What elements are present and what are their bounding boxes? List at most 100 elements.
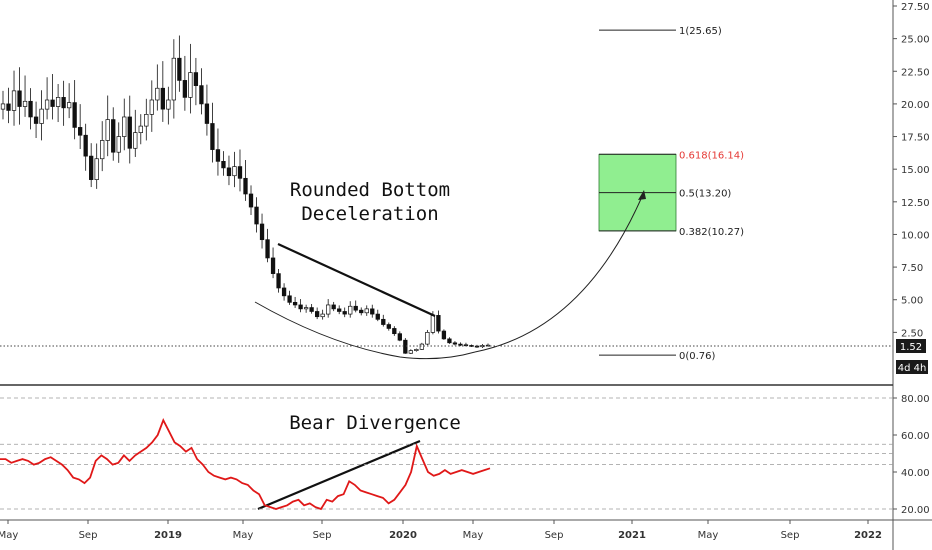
time-axis: May Sep 2019 May Sep 2020 May Sep 2021 May Sep 2022: [0, 520, 882, 541]
candle-body: [127, 116, 132, 149]
price-axis: 27.50 25.00 22.50 20.00 17.50 15.00 12.50 10.00…: [893, 2, 930, 339]
candle-body: [155, 87, 160, 101]
candle-body: [61, 97, 66, 109]
time-tick-label: 2020: [389, 530, 417, 541]
time-tick-label: May: [233, 530, 254, 541]
time-tick-label: Sep: [313, 530, 332, 541]
candle-body: [287, 295, 292, 303]
candle-body: [182, 80, 188, 98]
candle-body: [353, 305, 358, 311]
candle-body: [171, 57, 177, 101]
candle-body: [221, 160, 226, 169]
candle-body: [386, 324, 391, 329]
price-tag-box: [896, 339, 926, 353]
candle-body: [72, 102, 77, 128]
fib-label: 0.382(10.27): [679, 227, 744, 238]
candle-body: [210, 123, 215, 150]
price-tick-label: 20.00: [901, 100, 930, 111]
fib-label: 0.618(16.14): [679, 150, 744, 161]
candle-body: [243, 177, 248, 195]
candle-body: [436, 315, 441, 332]
price-tick-label: 25.00: [901, 35, 930, 46]
time-tick-label: Sep: [781, 530, 800, 541]
candle-body: [314, 311, 320, 318]
price-tick-label: 12.50: [901, 198, 930, 209]
candle-body: [122, 116, 127, 137]
candle-body: [452, 342, 458, 345]
price-tick-label: 7.50: [901, 263, 923, 274]
price-tick-label: 15.00: [901, 165, 930, 176]
time-tick-label: May: [0, 530, 18, 541]
candle-body: [348, 305, 353, 315]
candle-body: [11, 90, 17, 111]
fib-label: 1(25.65): [679, 26, 722, 37]
candles: [0, 35, 491, 354]
time-tick-label: Sep: [79, 530, 98, 541]
price-tick-label: 17.50: [901, 133, 930, 144]
candle-body: [94, 158, 99, 180]
candle-body: [177, 57, 182, 81]
candle-body: [337, 308, 342, 312]
candle-body: [44, 99, 50, 110]
price-tick-label: 10.00: [901, 230, 930, 241]
candle-body: [298, 304, 303, 310]
candle-body: [66, 102, 72, 109]
candle-body: [83, 134, 88, 157]
deceleration-trendline: [277, 243, 436, 317]
annotation-deceleration: Deceleration: [301, 203, 438, 225]
candle-body: [397, 333, 402, 341]
candle-body: [226, 167, 232, 177]
candle-body: [89, 155, 94, 180]
candle-body: [199, 85, 204, 105]
candle-body: [78, 127, 83, 136]
candle-body: [375, 313, 380, 320]
candle-body: [359, 309, 364, 314]
candle-body: [138, 125, 143, 133]
price-tick-label: 2.50: [901, 328, 923, 339]
candle-body: [28, 100, 33, 118]
price-tag-label: 1.52: [900, 342, 922, 353]
candle-body: [265, 239, 270, 259]
time-tick-label: May: [463, 530, 484, 541]
projection-arrow: [474, 191, 645, 353]
candle-body: [447, 338, 452, 344]
candle-body: [0, 103, 6, 110]
time-tick-label: May: [698, 530, 719, 541]
candle-body: [133, 132, 138, 149]
candle-body: [166, 99, 171, 110]
candle-body: [6, 103, 11, 111]
rsi-line: [0, 417, 491, 511]
candle-body: [292, 301, 298, 306]
candle-body: [364, 308, 369, 314]
time-tick-label: 2021: [618, 530, 646, 541]
candle-body: [105, 119, 110, 141]
rsi-tick-label: 80.00: [901, 394, 930, 405]
time-tick-label: 2022: [854, 530, 882, 541]
candle-body: [441, 330, 447, 340]
fib-label: 0(0.76): [679, 351, 716, 362]
candle-body: [425, 332, 430, 345]
candle-body: [100, 140, 105, 160]
candle-body: [403, 339, 408, 354]
candle-body: [303, 307, 309, 310]
annotation-bear-divergence: Bear Divergence: [289, 412, 461, 434]
candle-body: [248, 193, 254, 208]
fib-label: 0.5(13.20): [679, 189, 731, 200]
rsi-grid: [0, 397, 893, 510]
candle-body: [419, 343, 425, 350]
candle-body: [39, 108, 44, 124]
price-tick-label: 5.00: [901, 296, 923, 307]
candle-body: [381, 318, 386, 325]
candle-body: [254, 206, 259, 225]
candle-body: [392, 328, 397, 335]
candle-body: [326, 304, 331, 315]
candle-body: [232, 166, 237, 177]
fib-levels: 1(25.65) 0.618(16.14) 0.5(13.20) 0.382(10.2…: [599, 26, 744, 362]
arrow-head: [638, 190, 646, 200]
time-tick-label: Sep: [545, 530, 564, 541]
candle-body: [204, 103, 210, 124]
candle-body: [33, 116, 39, 124]
candle-body: [320, 313, 325, 318]
candle-body: [144, 114, 149, 127]
